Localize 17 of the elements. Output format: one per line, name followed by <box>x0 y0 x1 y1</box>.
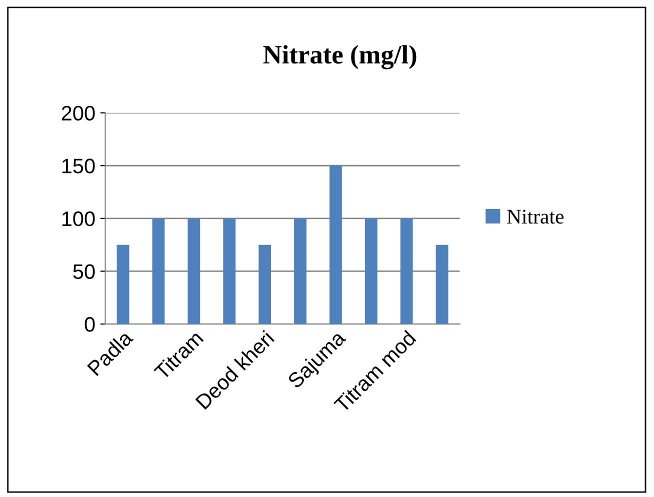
bar <box>116 244 130 324</box>
chart-title: Nitrate (mg/l) <box>263 45 416 70</box>
bar <box>188 218 200 324</box>
bar <box>152 218 165 324</box>
bar <box>364 218 378 324</box>
y-tick-label: 200 <box>62 106 95 121</box>
bar <box>436 244 448 324</box>
y-tick-label: 50 <box>73 264 95 279</box>
y-tick-label: 100 <box>62 211 95 226</box>
bar <box>294 218 306 324</box>
bar <box>329 166 342 324</box>
bar <box>258 244 272 324</box>
y-tick-label: 0 <box>84 317 95 332</box>
bar <box>223 218 236 324</box>
bar <box>400 218 413 324</box>
legend-label: Nitrate <box>507 210 564 224</box>
y-tick-label: 150 <box>62 158 95 174</box>
